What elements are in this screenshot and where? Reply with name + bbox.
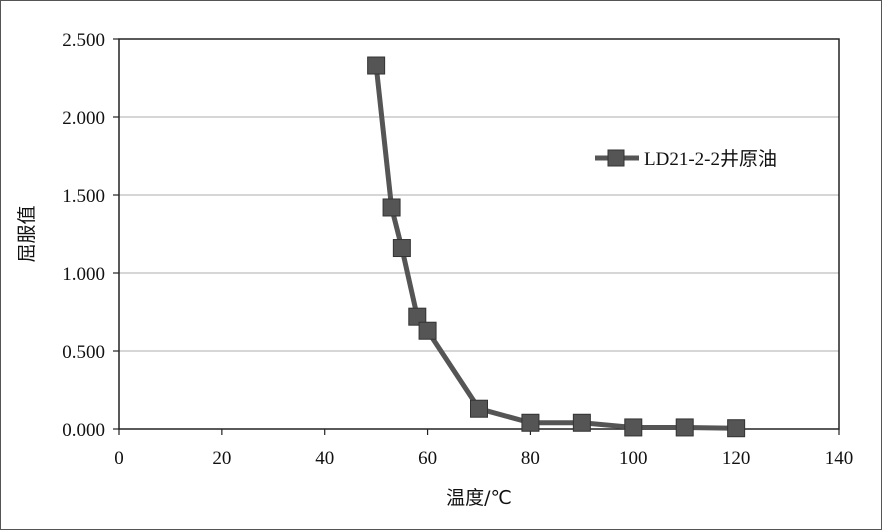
y-tick-label: 1.500 [62,186,105,207]
x-tick-label: 140 [825,448,854,469]
data-point [727,419,746,438]
y-axis-title: 屈服值 [16,205,38,262]
x-tick-label: 40 [315,448,334,469]
data-point [418,321,437,340]
x-tick-label: 100 [619,448,648,469]
data-point [675,418,694,437]
series-line [373,63,739,431]
legend-label: LD21-2-2井原油 [644,148,777,170]
y-tick-label: 2.500 [62,30,105,51]
data-point [470,399,488,418]
data-point [382,198,401,217]
series-layer [367,56,746,438]
x-tick-label: 80 [521,448,540,469]
data-point [392,239,411,258]
gridlines [119,116,839,352]
x-axis-ticks: 0 20 40 60 80 100 120 140 [114,429,853,469]
data-point [572,413,591,432]
y-tick-label: 1.000 [62,264,105,285]
y-tick-label: 2.000 [62,108,105,129]
x-tick-label: 60 [418,448,437,469]
y-tick-label: 0.500 [62,342,105,363]
plot-area [118,38,840,430]
x-tick-label: 120 [722,448,751,469]
legend-marker [607,149,625,167]
data-point [521,413,540,432]
data-point [624,418,643,437]
data-point [367,56,386,75]
y-axis-ticks: 0.000 0.500 1.000 1.500 2.000 2.500 [62,30,119,441]
x-tick-label: 20 [212,448,231,469]
legend: LD21-2-2井原油 [595,148,777,170]
x-tick-label: 0 [114,448,124,469]
y-tick-label: 0.000 [62,420,105,441]
data-point [408,307,427,326]
x-axis-title: 温度/℃ [446,487,512,509]
